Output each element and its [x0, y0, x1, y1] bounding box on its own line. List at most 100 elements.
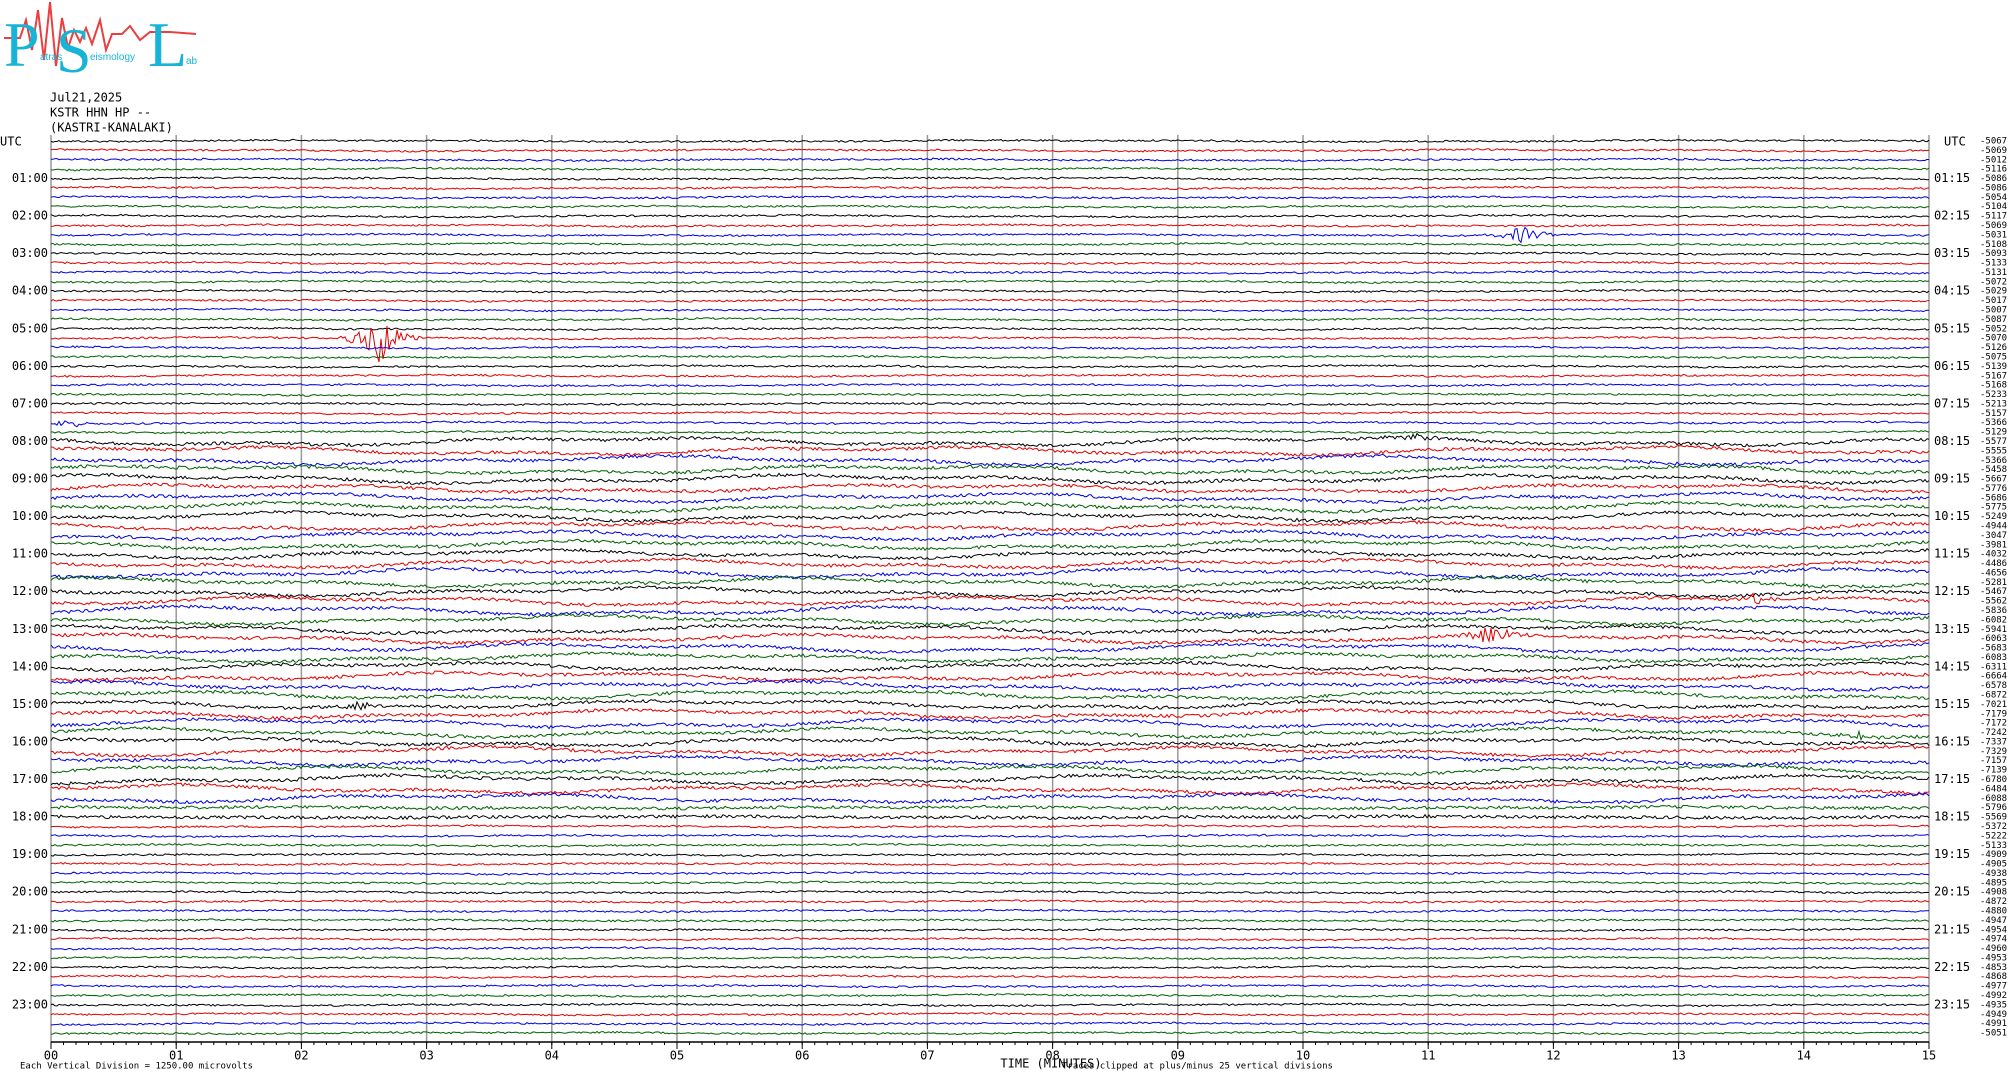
offset-label: -4853 [1980, 963, 2007, 973]
trace [50, 585, 1930, 599]
offset-label: -5029 [1980, 287, 2007, 297]
offset-label: -7337 [1980, 737, 2007, 747]
trace [50, 288, 1930, 294]
offset-label: -4905 [1980, 860, 2007, 870]
location: (KASTRI-KANALAKI) [50, 121, 173, 135]
offset-label: -5683 [1980, 644, 2007, 654]
offset-label: -4949 [1980, 1010, 2007, 1020]
right-label: 08:15 [1934, 434, 1970, 448]
trace [50, 744, 1930, 758]
hour-label: 02:00 [12, 209, 48, 223]
trace [50, 1011, 1930, 1017]
x-tick-label: 12 [1546, 1049, 1560, 1063]
hour-label: 22:00 [12, 960, 48, 974]
trace [50, 383, 1930, 388]
x-tick-label: 06 [795, 1049, 809, 1063]
right-label: 18:15 [1934, 810, 1970, 824]
logo-word: atras [40, 52, 62, 63]
trace [50, 420, 1930, 428]
offset-label: -6780 [1980, 775, 2007, 785]
trace [50, 213, 1930, 219]
trace [50, 804, 1930, 811]
offset-label: -4954 [1980, 925, 2007, 935]
trace [50, 464, 1930, 476]
offset-label: -5017 [1980, 296, 2007, 306]
station: KSTR HHN HP -- [50, 106, 151, 120]
offset-label: -5941 [1980, 625, 2007, 635]
right-label: 01:15 [1934, 171, 1970, 185]
footer-right: Traces clipped at plus/minus 25 vertical… [1062, 1062, 1333, 1072]
trace [50, 983, 1930, 989]
trace [50, 651, 1930, 664]
trace [50, 725, 1930, 742]
hour-label: 10:00 [12, 509, 48, 523]
trace [51, 833, 1930, 838]
trace [50, 754, 1930, 768]
trace [50, 509, 1930, 524]
date: Jul21,2025 [50, 91, 122, 105]
trace [50, 538, 1930, 552]
offset-label: -4992 [1980, 991, 2007, 1001]
utc-left: UTC [0, 135, 22, 149]
hour-label: 01:00 [12, 171, 48, 185]
trace [50, 411, 1930, 416]
right-label: 03:15 [1934, 246, 1970, 260]
utc-right: UTC [1944, 135, 1966, 149]
offset-label: -5007 [1980, 306, 2007, 316]
trace [50, 764, 1930, 776]
x-tick-label: 15 [1922, 1049, 1936, 1063]
hour-label: 07:00 [12, 396, 48, 410]
trace [50, 707, 1930, 721]
right-label: 10:15 [1934, 509, 1970, 523]
trace [50, 813, 1930, 821]
offset-label: -5157 [1980, 409, 2007, 419]
logo-word: eismology [90, 52, 135, 63]
trace [50, 592, 1930, 607]
offset-label: -5667 [1980, 475, 2007, 485]
offset-label: -7179 [1980, 709, 2007, 719]
trace [50, 927, 1930, 933]
offset-label: -4486 [1980, 559, 2007, 569]
offset-label: -6082 [1980, 615, 2007, 625]
trace [50, 861, 1930, 867]
offset-label: -5104 [1980, 202, 2007, 212]
x-tick-label: 07 [920, 1049, 934, 1063]
trace [50, 528, 1930, 542]
right-label: 19:15 [1934, 847, 1970, 861]
offset-label: -5233 [1980, 390, 2007, 400]
right-label: 13:15 [1934, 622, 1970, 636]
offset-label: -5686 [1980, 493, 2007, 503]
offset-label: -5067 [1980, 137, 2007, 147]
offset-label: -5054 [1980, 193, 2007, 203]
hour-label: 05:00 [12, 321, 48, 335]
offset-label: -5366 [1980, 456, 2007, 466]
hour-label: 12:00 [12, 584, 48, 598]
trace [50, 782, 1930, 796]
trace [50, 965, 1930, 970]
right-label: 21:15 [1934, 922, 1970, 936]
x-tick-label: 00 [44, 1049, 58, 1063]
hour-label: 03:00 [12, 246, 48, 260]
trace [50, 519, 1930, 533]
trace [50, 279, 1930, 284]
x-tick-label: 04 [545, 1049, 559, 1063]
offset-label: -6311 [1980, 662, 2007, 672]
trace [50, 880, 1930, 886]
offset-label: -5775 [1980, 503, 2007, 513]
offset-label: -5072 [1980, 277, 2007, 287]
trace [50, 307, 1930, 313]
offset-label: -4960 [1980, 944, 2007, 954]
trace [50, 491, 1930, 505]
footer-left: Each Vertical Division = 1250.00 microvo… [20, 1062, 253, 1072]
logo-letter: L [148, 9, 187, 80]
offset-label: -4880 [1980, 906, 2007, 916]
trace [50, 627, 1930, 646]
offset-label: -5213 [1980, 399, 2007, 409]
logo-letter: P [4, 9, 40, 80]
x-tick-label: 05 [670, 1049, 684, 1063]
logo-word: ab [186, 56, 198, 67]
offset-label: -4935 [1980, 1000, 2007, 1010]
trace [50, 326, 1930, 332]
offset-label: -5139 [1980, 362, 2007, 372]
